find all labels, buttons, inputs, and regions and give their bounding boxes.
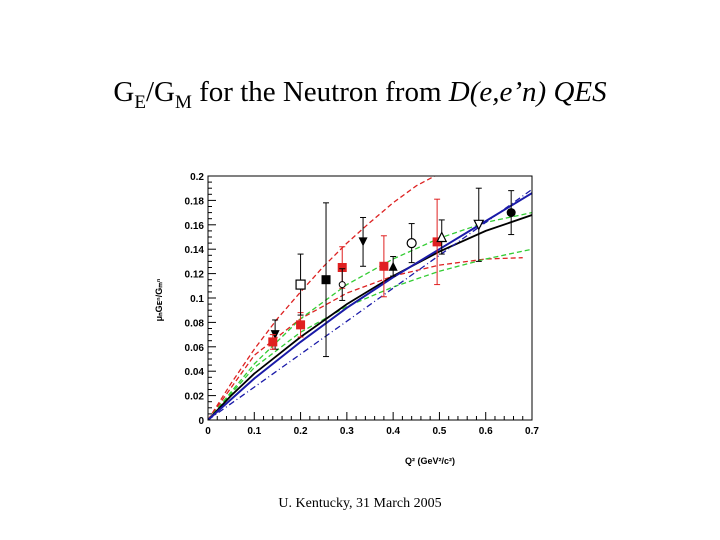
data-point-open-circle	[406, 238, 417, 249]
data-point-square	[379, 261, 389, 271]
data-point-square	[321, 275, 331, 285]
points-layer	[268, 187, 516, 358]
y-tick-label: 0.02	[185, 392, 205, 403]
y-tick-label: 0.04	[185, 367, 205, 378]
x-tick-label: 0.4	[386, 426, 400, 437]
x-tick-label: 0	[205, 426, 211, 437]
x-tick-label: 0.3	[340, 426, 354, 437]
slide-title: GE/GM for the Neutron from D(e,e’n) QES	[0, 76, 720, 114]
data-point-open-triangle-up	[436, 231, 448, 243]
y-tick-label: 0	[198, 416, 204, 427]
y-tick-label: 0.06	[185, 343, 205, 354]
curve-red-dashed	[208, 257, 523, 420]
data-point-open-triangle-down	[473, 219, 485, 231]
title-sub-m: M	[174, 91, 192, 113]
x-axis-label: Q² (GeV²/c²)	[405, 456, 455, 466]
x-tick-label: 0.7	[525, 426, 539, 437]
x-tick-label: 0.6	[479, 426, 493, 437]
data-point-circle	[506, 208, 516, 218]
x-tick-label: 0.5	[432, 426, 446, 437]
title-reaction: D(e,e’n) QES	[448, 76, 607, 108]
chart-frame	[170, 160, 550, 460]
footer-text: U. Kentucky, 31 March 2005	[278, 496, 442, 511]
y-tick-label: 0.18	[185, 196, 205, 207]
data-point-triangle-up	[388, 261, 398, 271]
curve-blue-dashdot	[208, 188, 532, 420]
title-g: G	[113, 76, 135, 108]
y-tick-label: 0.12	[185, 270, 205, 281]
curve-red-dashed	[208, 176, 436, 420]
data-point-open-circle	[338, 281, 346, 289]
y-tick-label: 0.14	[185, 245, 205, 256]
data-point-open-square	[295, 279, 306, 290]
x-tick-label: 0.1	[247, 426, 261, 437]
y-tick-label: 0.2	[190, 172, 204, 183]
data-point-triangle-down	[358, 237, 368, 247]
axes-layer: 0 0.1 0.2 0.3 0.4 0.5 0.6 0.7 0 0.02 0.04 0.06 0.08 0…	[185, 172, 540, 437]
data-point-square	[296, 320, 306, 330]
y-axis-label: μₙGᴇⁿ/Gₘⁿ	[154, 278, 164, 321]
title-middle: for the Neutron from	[191, 76, 449, 108]
y-tick-label: 0.1	[190, 294, 204, 305]
y-tick-label: 0.08	[185, 318, 205, 329]
curve-black-solid	[208, 214, 532, 420]
title-sub-e: E	[134, 91, 146, 113]
x-tick-label: 0.2	[294, 426, 308, 437]
title-slash: /	[145, 76, 155, 108]
data-point-square	[337, 263, 347, 272]
title-g2: G	[154, 76, 175, 108]
y-tick-label: 0.16	[185, 221, 205, 232]
data-point-square	[268, 337, 278, 347]
